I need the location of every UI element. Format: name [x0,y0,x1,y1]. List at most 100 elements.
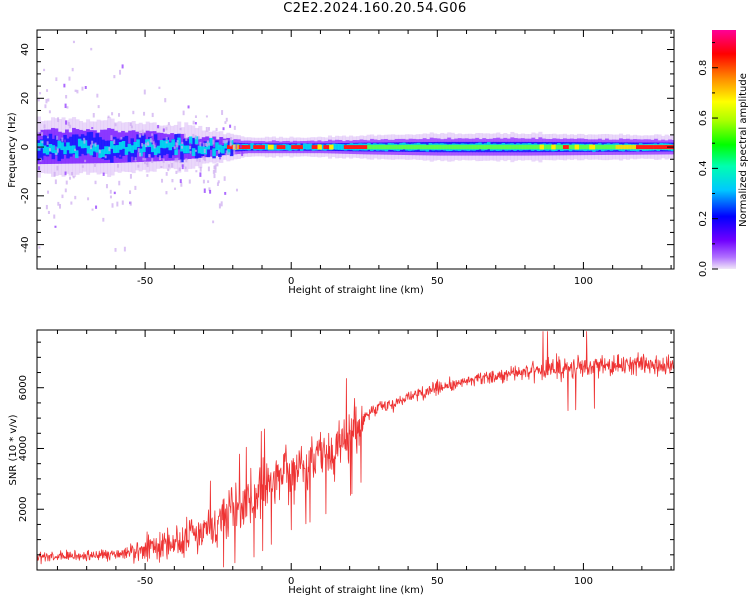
speckle [65,180,68,185]
core-cell [288,144,292,151]
center-cell [378,144,383,150]
core-cell [302,143,307,150]
speckle [207,180,210,183]
spectrogram-panel: -50 0 50 100 -40 -20 0 20 40 Height of straight… [7,29,678,296]
speckle [104,155,107,159]
speckle [65,94,68,99]
speckle [111,112,114,116]
center-cell [408,144,412,150]
inner-band-cell [57,140,61,162]
core-cell [264,143,269,150]
speckle [56,165,59,171]
speckle [167,122,170,126]
inner-band-cell [95,133,99,153]
inner-band-cell [139,135,143,154]
inner-band-cell [142,134,146,153]
hot-spot [291,145,303,150]
center-cell [536,144,541,150]
core-cell [104,146,108,155]
center-cell [492,144,497,150]
speckle [213,173,216,179]
core-cell [335,143,339,150]
core-cell [98,150,102,158]
speckle [120,136,123,140]
speckle [116,201,119,207]
hot-spot [311,145,318,150]
speckle [175,142,178,148]
speckle [152,141,155,146]
snr-y-axis-label: SNR (10 * v/v) [8,414,19,485]
speckle [46,136,49,139]
core-cell [51,145,56,154]
speckle [195,170,198,173]
x-tick-label: -50 [137,576,153,587]
speckle [202,179,205,184]
y-tick-label: 4000 [18,436,29,461]
y-tick-label: 2000 [18,497,29,522]
core-cell [72,145,76,154]
hot-spot [241,145,251,150]
center-cell [498,144,503,150]
center-cell [513,144,517,150]
speckle [167,164,170,168]
center-cell [609,144,614,150]
core-cell [142,144,146,153]
center-cell [621,144,625,150]
speckle [38,166,41,171]
x-tick-label: 100 [574,576,593,587]
center-cell [405,144,409,150]
speckle [171,163,174,168]
speckle [37,146,40,149]
speckle [109,195,112,199]
inner-band-cell [98,137,102,157]
speckle [121,200,124,205]
inner-band-cell [133,141,137,161]
spectrogram-x-axis-label: Height of straight line (km) [288,285,424,296]
speckle [84,86,87,89]
speckle [129,201,132,206]
speckle [202,156,205,160]
speckle [117,164,120,168]
center-cell [472,144,476,150]
speckle [121,64,124,69]
center-cell [475,144,479,150]
speckle [110,135,113,141]
colorbar-tick-label: 0.0 [698,261,709,277]
core-cell [124,147,129,155]
center-cell [606,144,611,150]
center-cell [627,144,631,150]
inner-band-cell [674,143,678,152]
speckle [37,98,40,102]
core-cell [110,141,114,149]
speckle [181,145,184,149]
speckle [184,166,187,170]
speckle [233,149,236,155]
inner-band-cell [45,136,50,157]
speckle [232,145,235,150]
center-cell [516,144,520,150]
center-cell [428,144,433,150]
inner-band-cell [174,134,178,151]
core-cell [209,137,213,146]
inner-band-cell [180,147,184,163]
speckle [199,172,202,177]
speckle [189,150,192,154]
speckle [199,141,202,147]
speckle [189,146,192,150]
center-cell [373,144,377,150]
speckle [165,191,168,195]
core-cell [153,147,158,156]
center-cell [612,144,617,150]
core-cell [130,145,135,154]
core-cell [139,148,143,157]
speckle [235,188,238,192]
hot-spot [653,145,674,150]
center-cell [624,144,628,150]
center-cell [571,144,576,150]
inner-band-cell [171,139,175,156]
speckle [91,208,94,211]
speckle [143,161,146,165]
speckle [91,140,94,146]
speckle [37,131,40,135]
center-cell [390,144,395,150]
